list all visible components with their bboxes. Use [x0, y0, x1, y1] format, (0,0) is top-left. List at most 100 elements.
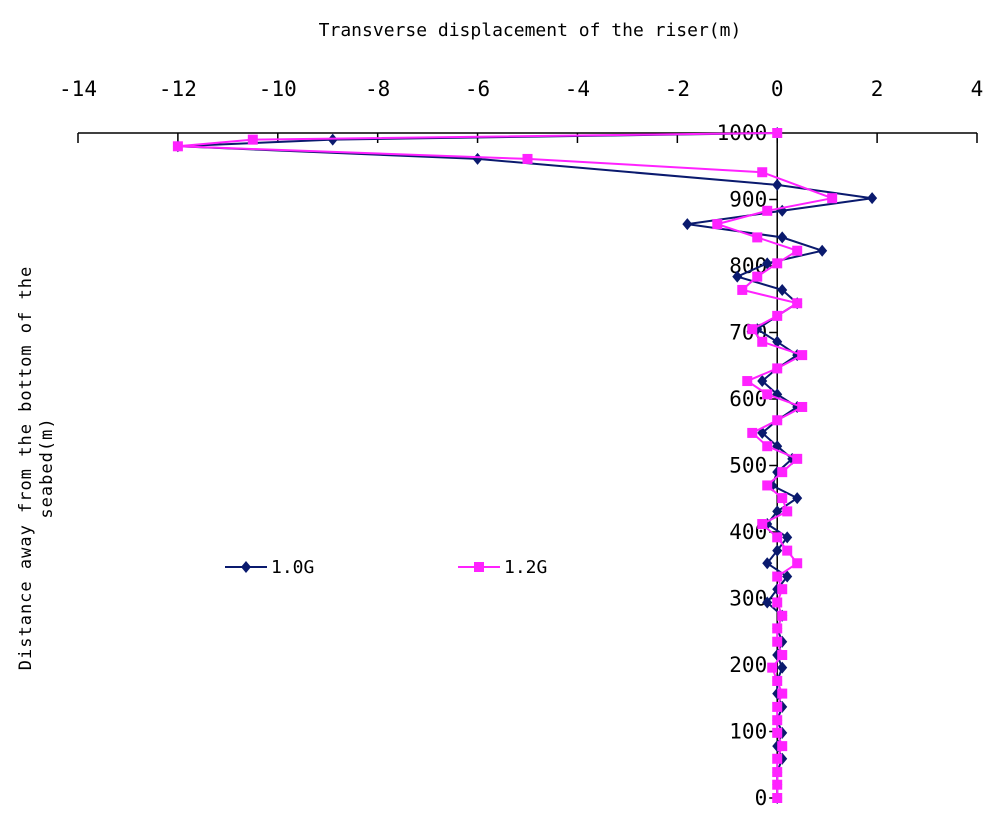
data-point [682, 218, 693, 231]
data-point [772, 767, 783, 778]
data-point [777, 231, 788, 244]
data-point [867, 192, 878, 205]
series-layer [172, 127, 878, 804]
data-point [772, 715, 783, 726]
data-point [742, 376, 753, 387]
data-point [782, 531, 793, 544]
data-point [712, 219, 723, 230]
y-tick-label: 0 [755, 786, 768, 810]
data-point [777, 610, 788, 621]
data-point [777, 661, 788, 674]
chart-title: Transverse displacement of the riser(m) [319, 20, 742, 41]
data-point [772, 727, 783, 738]
data-point [782, 545, 793, 556]
data-point [772, 258, 783, 269]
data-point [472, 152, 483, 165]
data-point [757, 167, 768, 178]
data-point [747, 324, 758, 335]
data-point [772, 532, 783, 543]
data-point [797, 350, 808, 361]
series-line [177, 132, 836, 798]
data-point [752, 232, 763, 243]
data-point [762, 596, 773, 609]
data-point [772, 571, 783, 582]
data-point [757, 519, 768, 530]
axes: -14-12-10-8-6-4-202401002003004005006007… [59, 77, 983, 810]
y-tick-label: 300 [729, 587, 767, 611]
x-tick-label: 4 [971, 77, 984, 101]
y-tick-label: 500 [729, 454, 767, 478]
series-line [177, 132, 873, 798]
data-point [777, 584, 788, 595]
data-point [757, 375, 768, 388]
data-point [777, 493, 788, 504]
data-point [172, 141, 183, 152]
data-point [767, 662, 778, 673]
data-point [772, 793, 783, 803]
y-axis-label-line-1: Distance away from the bottom of the [16, 266, 36, 670]
data-point [792, 453, 803, 464]
data-point [762, 557, 773, 570]
data-point [772, 544, 783, 557]
data-point [772, 363, 783, 374]
legend-marker [241, 561, 251, 573]
y-tick-label: 100 [729, 720, 767, 744]
data-point [772, 597, 783, 608]
data-point [792, 558, 803, 569]
x-tick-label: 0 [771, 77, 784, 101]
y-tick-label: 900 [729, 188, 767, 212]
data-point [247, 134, 258, 145]
data-point [782, 506, 793, 517]
x-tick-label: -12 [159, 77, 197, 101]
data-point [827, 193, 838, 204]
data-point [762, 480, 773, 491]
legend-item: 1.0G [225, 557, 314, 578]
data-point [792, 492, 803, 505]
legend-label: 1.0G [271, 557, 314, 578]
data-point [737, 284, 748, 295]
legend-marker [474, 562, 484, 572]
data-point [772, 636, 783, 647]
data-point [772, 623, 783, 634]
data-point [772, 128, 783, 138]
data-point [797, 401, 808, 412]
data-point [522, 153, 533, 164]
y-axis-label-line-2: seabed(m) [37, 417, 57, 518]
data-point [752, 271, 763, 282]
y-tick-label: 200 [729, 653, 767, 677]
x-tick-label: -6 [465, 77, 490, 101]
y-axis-label: Distance away from the bottom of the sea… [16, 266, 57, 670]
data-point [772, 415, 783, 426]
data-point [782, 570, 793, 583]
data-point [772, 675, 783, 686]
data-point [777, 688, 788, 699]
x-tick-label: 2 [871, 77, 884, 101]
data-point [777, 467, 788, 478]
data-point [777, 741, 788, 752]
x-tick-label: -8 [365, 77, 390, 101]
data-point [762, 389, 773, 400]
data-point [792, 245, 803, 256]
data-point [772, 310, 783, 321]
data-point [792, 298, 803, 309]
series-1.2G [172, 128, 838, 803]
data-point [732, 270, 743, 283]
data-point [777, 650, 788, 661]
legend-label: 1.2G [504, 557, 547, 578]
data-point [772, 335, 783, 348]
data-point [327, 133, 338, 146]
data-point [762, 441, 773, 452]
data-point [772, 701, 783, 712]
data-point [772, 178, 783, 191]
data-point [762, 257, 773, 270]
x-tick-label: -14 [59, 77, 97, 101]
legend-item: 1.2G [458, 557, 547, 578]
data-point [762, 205, 773, 216]
data-point [777, 283, 788, 296]
x-tick-label: -2 [665, 77, 690, 101]
data-point [817, 244, 828, 257]
data-point [772, 779, 783, 790]
x-tick-label: -10 [259, 77, 297, 101]
x-tick-label: -4 [565, 77, 590, 101]
